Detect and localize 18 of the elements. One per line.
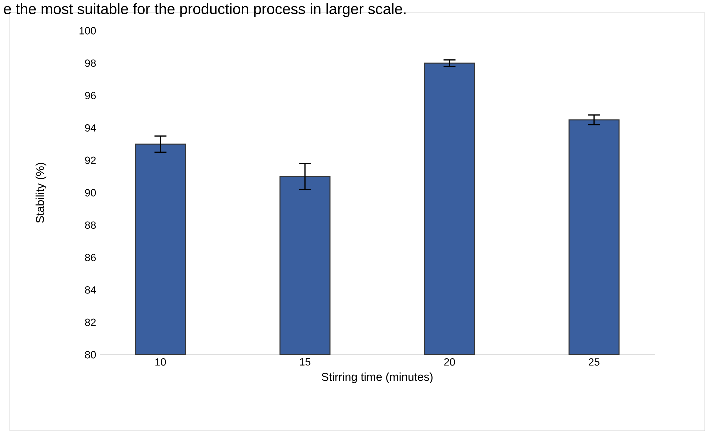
x-axis-title: Stirring time (minutes): [322, 372, 433, 384]
y-tick-label: 92: [85, 156, 96, 164]
text: e the most suitable for the production process in larger scale.: [4, 4, 406, 18]
x-tick-label: 25: [589, 358, 600, 366]
y-tick-label: 86: [85, 254, 96, 262]
y-axis-title: Stability (%): [36, 163, 47, 224]
y-tick-label: 82: [85, 318, 96, 326]
x-tick-label: 10: [156, 358, 166, 366]
y-tick-label: 100: [80, 27, 96, 35]
y-tick-label: 84: [85, 286, 96, 294]
y-tick-label: 98: [85, 60, 96, 68]
x-tick-label: 20: [444, 358, 456, 366]
y-tick-label: 90: [85, 189, 96, 197]
y-tick-label: 96: [85, 92, 96, 100]
y-tick-label: 80: [85, 351, 96, 359]
y-tick-label: 94: [85, 124, 96, 132]
y-tick-label: 88: [85, 222, 96, 230]
x-tick-label: 15: [300, 358, 311, 366]
